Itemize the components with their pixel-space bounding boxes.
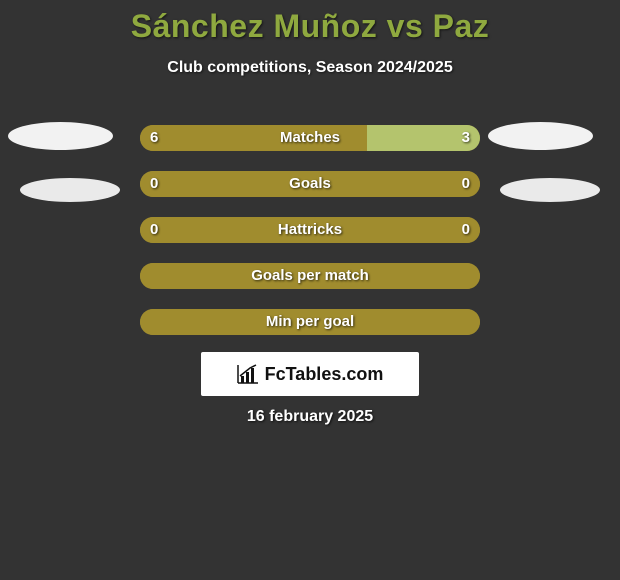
bar-chart-icon <box>237 364 259 384</box>
stat-bar: Hattricks <box>140 217 480 243</box>
stat-rows: 6 Matches 3 0 Goals 0 0 Hattricks 0 Goa <box>0 115 620 345</box>
stat-label: Goals per match <box>140 263 480 289</box>
fctables-logo[interactable]: FcTables.com <box>201 352 419 396</box>
stat-value-right: 0 <box>462 171 470 197</box>
stat-label: Goals <box>140 171 480 197</box>
subtitle: Club competitions, Season 2024/2025 <box>0 59 620 77</box>
stat-row-matches: 6 Matches 3 <box>0 115 620 161</box>
fctables-logo-text: FcTables.com <box>265 364 384 385</box>
stat-bar: Min per goal <box>140 309 480 335</box>
stat-value-left: 0 <box>150 217 158 243</box>
stat-bar: Matches <box>140 125 480 151</box>
page-title: Sánchez Muñoz vs Paz <box>0 0 620 45</box>
stat-value-right: 0 <box>462 217 470 243</box>
stat-value-left: 0 <box>150 171 158 197</box>
stat-row-min-per-goal: Min per goal <box>0 299 620 345</box>
stat-label: Matches <box>140 125 480 151</box>
stat-row-goals-per-match: Goals per match <box>0 253 620 299</box>
stat-bar: Goals per match <box>140 263 480 289</box>
stat-row-goals: 0 Goals 0 <box>0 161 620 207</box>
stat-bar: Goals <box>140 171 480 197</box>
date-label: 16 february 2025 <box>0 408 620 426</box>
stat-value-right: 3 <box>462 125 470 151</box>
stat-row-hattricks: 0 Hattricks 0 <box>0 207 620 253</box>
stat-label: Min per goal <box>140 309 480 335</box>
stat-label: Hattricks <box>140 217 480 243</box>
stat-value-left: 6 <box>150 125 158 151</box>
